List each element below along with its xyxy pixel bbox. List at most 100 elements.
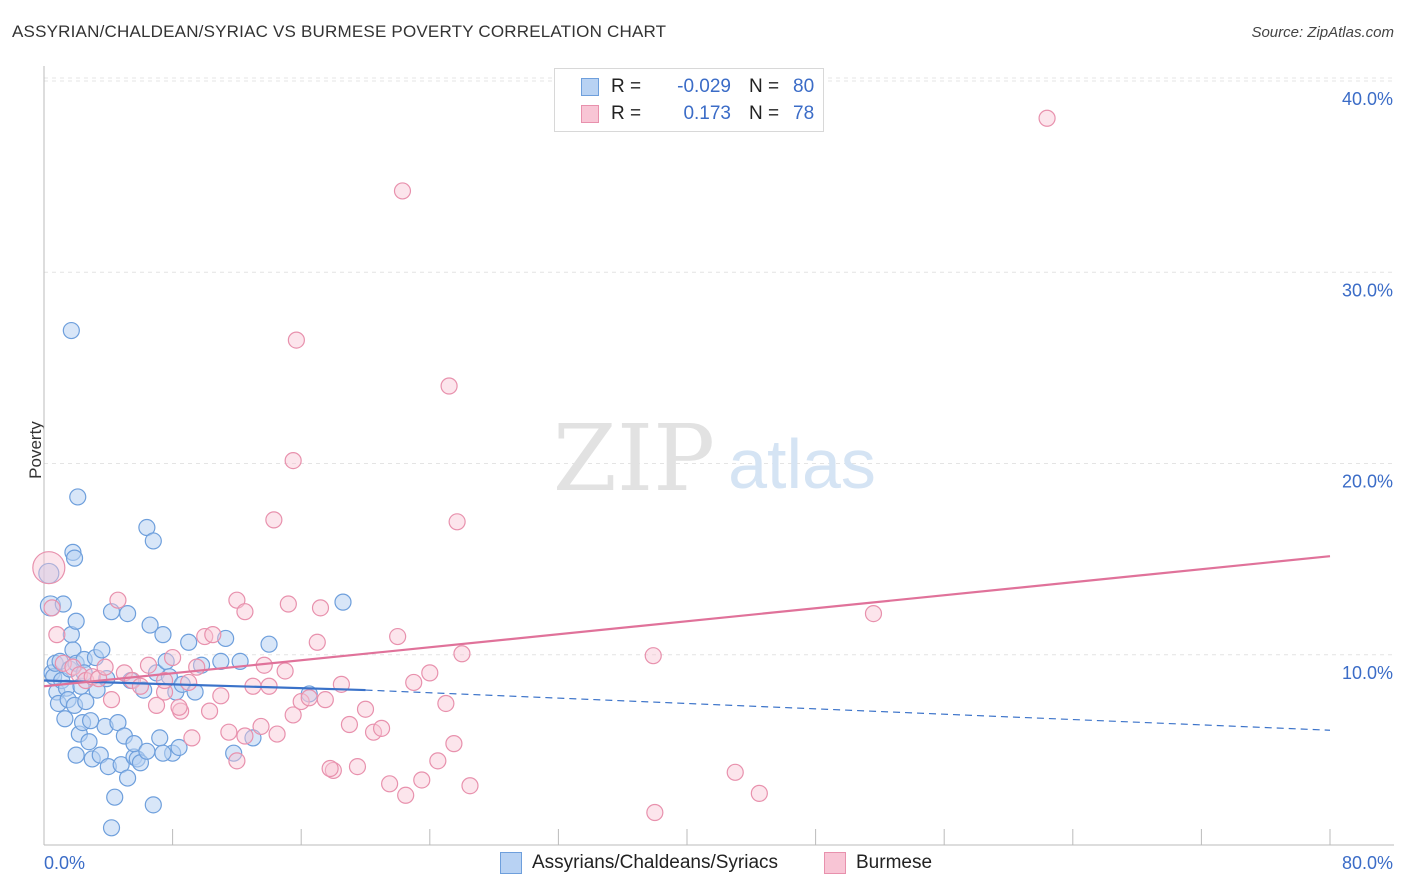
data-point-burmese <box>147 696 166 714</box>
data-point-burmese <box>265 511 283 529</box>
data-point-burmese <box>726 763 744 781</box>
data-point-burmese <box>32 551 66 585</box>
data-point-burmese <box>287 331 305 349</box>
data-point-assyrians <box>138 742 156 760</box>
data-point-burmese <box>448 513 466 531</box>
data-point-burmese <box>54 654 72 672</box>
data-point-burmese <box>170 698 188 716</box>
data-point-assyrians <box>62 321 80 340</box>
y-tick-label: 10.0% <box>1342 663 1393 683</box>
r-value: 0.173 <box>683 103 731 124</box>
gridlines <box>44 77 1394 656</box>
data-point-assyrians <box>334 593 352 611</box>
data-point-burmese <box>236 727 254 745</box>
data-point-assyrians <box>154 744 172 762</box>
data-point-burmese <box>316 691 334 709</box>
data-point-assyrians <box>69 488 87 506</box>
data-point-burmese <box>461 777 479 795</box>
chart-title: ASSYRIAN/CHALDEAN/SYRIAC VS BURMESE POVE… <box>12 22 667 41</box>
data-point-burmese <box>750 784 768 802</box>
data-point-assyrians <box>80 733 98 751</box>
legend-row-burmese: R = 0.173 N = 78 <box>581 102 814 126</box>
data-point-burmese <box>212 687 230 705</box>
data-point-burmese <box>188 658 206 676</box>
data-point-burmese <box>284 451 302 470</box>
data-point-burmese <box>139 656 158 674</box>
data-point-assyrians <box>151 729 169 747</box>
data-point-burmese <box>421 664 439 682</box>
data-point-assyrians <box>56 710 74 728</box>
data-point-assyrians <box>102 819 121 837</box>
trend-lines <box>43 555 1331 731</box>
data-point-burmese <box>96 658 114 676</box>
data-point-assyrians <box>54 595 72 613</box>
data-point-burmese <box>279 595 297 613</box>
data-point-burmese <box>389 627 407 646</box>
y-tick-label: 40.0% <box>1342 89 1393 109</box>
data-point-burmese <box>1038 109 1056 127</box>
tick-labels: 10.0% 20.0% 30.0% 40.0% 0.0% 80.0% <box>44 89 1393 873</box>
data-point-assyrians <box>65 549 84 567</box>
data-point-assyrians <box>170 738 188 757</box>
legend-swatch-blue <box>581 78 599 96</box>
data-point-assyrians <box>180 633 198 651</box>
trend-line-assyrians-extrapolated <box>365 689 1331 731</box>
data-point-burmese <box>437 694 455 713</box>
data-point-burmese <box>308 633 326 651</box>
data-point-burmese <box>252 717 270 736</box>
data-point-burmese <box>644 647 662 665</box>
data-point-burmese <box>646 803 664 822</box>
data-point-burmese <box>180 673 198 692</box>
data-point-burmese <box>204 626 222 644</box>
axes <box>43 66 1394 846</box>
legend-item-burmese[interactable]: Burmese <box>824 852 932 874</box>
data-point-burmese <box>183 729 201 747</box>
data-point-burmese <box>356 700 375 718</box>
data-point-assyrians <box>217 629 235 648</box>
legend-swatch-blue <box>500 852 522 874</box>
data-point-burmese <box>413 771 431 789</box>
data-point-burmese <box>445 735 463 753</box>
data-point-assyrians <box>106 788 124 806</box>
data-point-burmese <box>109 591 127 609</box>
series-burmese-points <box>32 109 1056 822</box>
r-label: R = <box>611 103 642 124</box>
data-point-burmese <box>200 702 219 720</box>
data-point-assyrians <box>144 796 162 814</box>
legend-swatch-pink <box>581 105 599 123</box>
data-point-assyrians <box>144 532 162 550</box>
data-point-assyrians <box>67 612 85 630</box>
n-value: 78 <box>793 103 815 124</box>
data-point-burmese <box>268 725 286 743</box>
data-point-burmese <box>440 377 458 395</box>
source-label: Source: ZipAtlas.com <box>1251 24 1394 41</box>
data-point-burmese <box>228 752 246 770</box>
n-value: 80 <box>793 76 815 97</box>
legend-swatch-pink <box>824 852 846 874</box>
data-point-burmese <box>372 719 391 737</box>
legend-item-assyrians[interactable]: Assyrians/Chaldeans/Syriacs <box>500 852 778 874</box>
data-point-assyrians <box>118 769 137 787</box>
trend-line-assyrians <box>43 679 366 692</box>
y-tick-label: 30.0% <box>1342 280 1393 300</box>
data-point-burmese <box>48 626 66 644</box>
n-label: N = <box>749 76 780 97</box>
data-point-burmese <box>405 673 423 692</box>
data-point-burmese <box>102 691 121 709</box>
data-point-assyrians <box>154 626 172 644</box>
data-point-burmese <box>220 723 238 741</box>
data-point-assyrians <box>141 616 159 634</box>
series-legend: Assyrians/Chaldeans/Syriacs Burmese <box>0 852 1406 876</box>
data-point-assyrians <box>125 735 143 753</box>
x-tick-label-max: 80.0% <box>1342 853 1393 873</box>
data-point-burmese <box>340 715 359 734</box>
y-tick-label: 20.0% <box>1342 472 1393 492</box>
data-point-assyrians <box>118 604 137 623</box>
watermark-zip: ZIP <box>553 405 715 512</box>
data-point-assyrians <box>77 692 95 711</box>
legend-label-burmese: Burmese <box>856 852 933 873</box>
data-point-burmese <box>397 786 415 804</box>
data-point-burmese <box>276 662 294 680</box>
data-point-assyrians <box>82 712 100 730</box>
